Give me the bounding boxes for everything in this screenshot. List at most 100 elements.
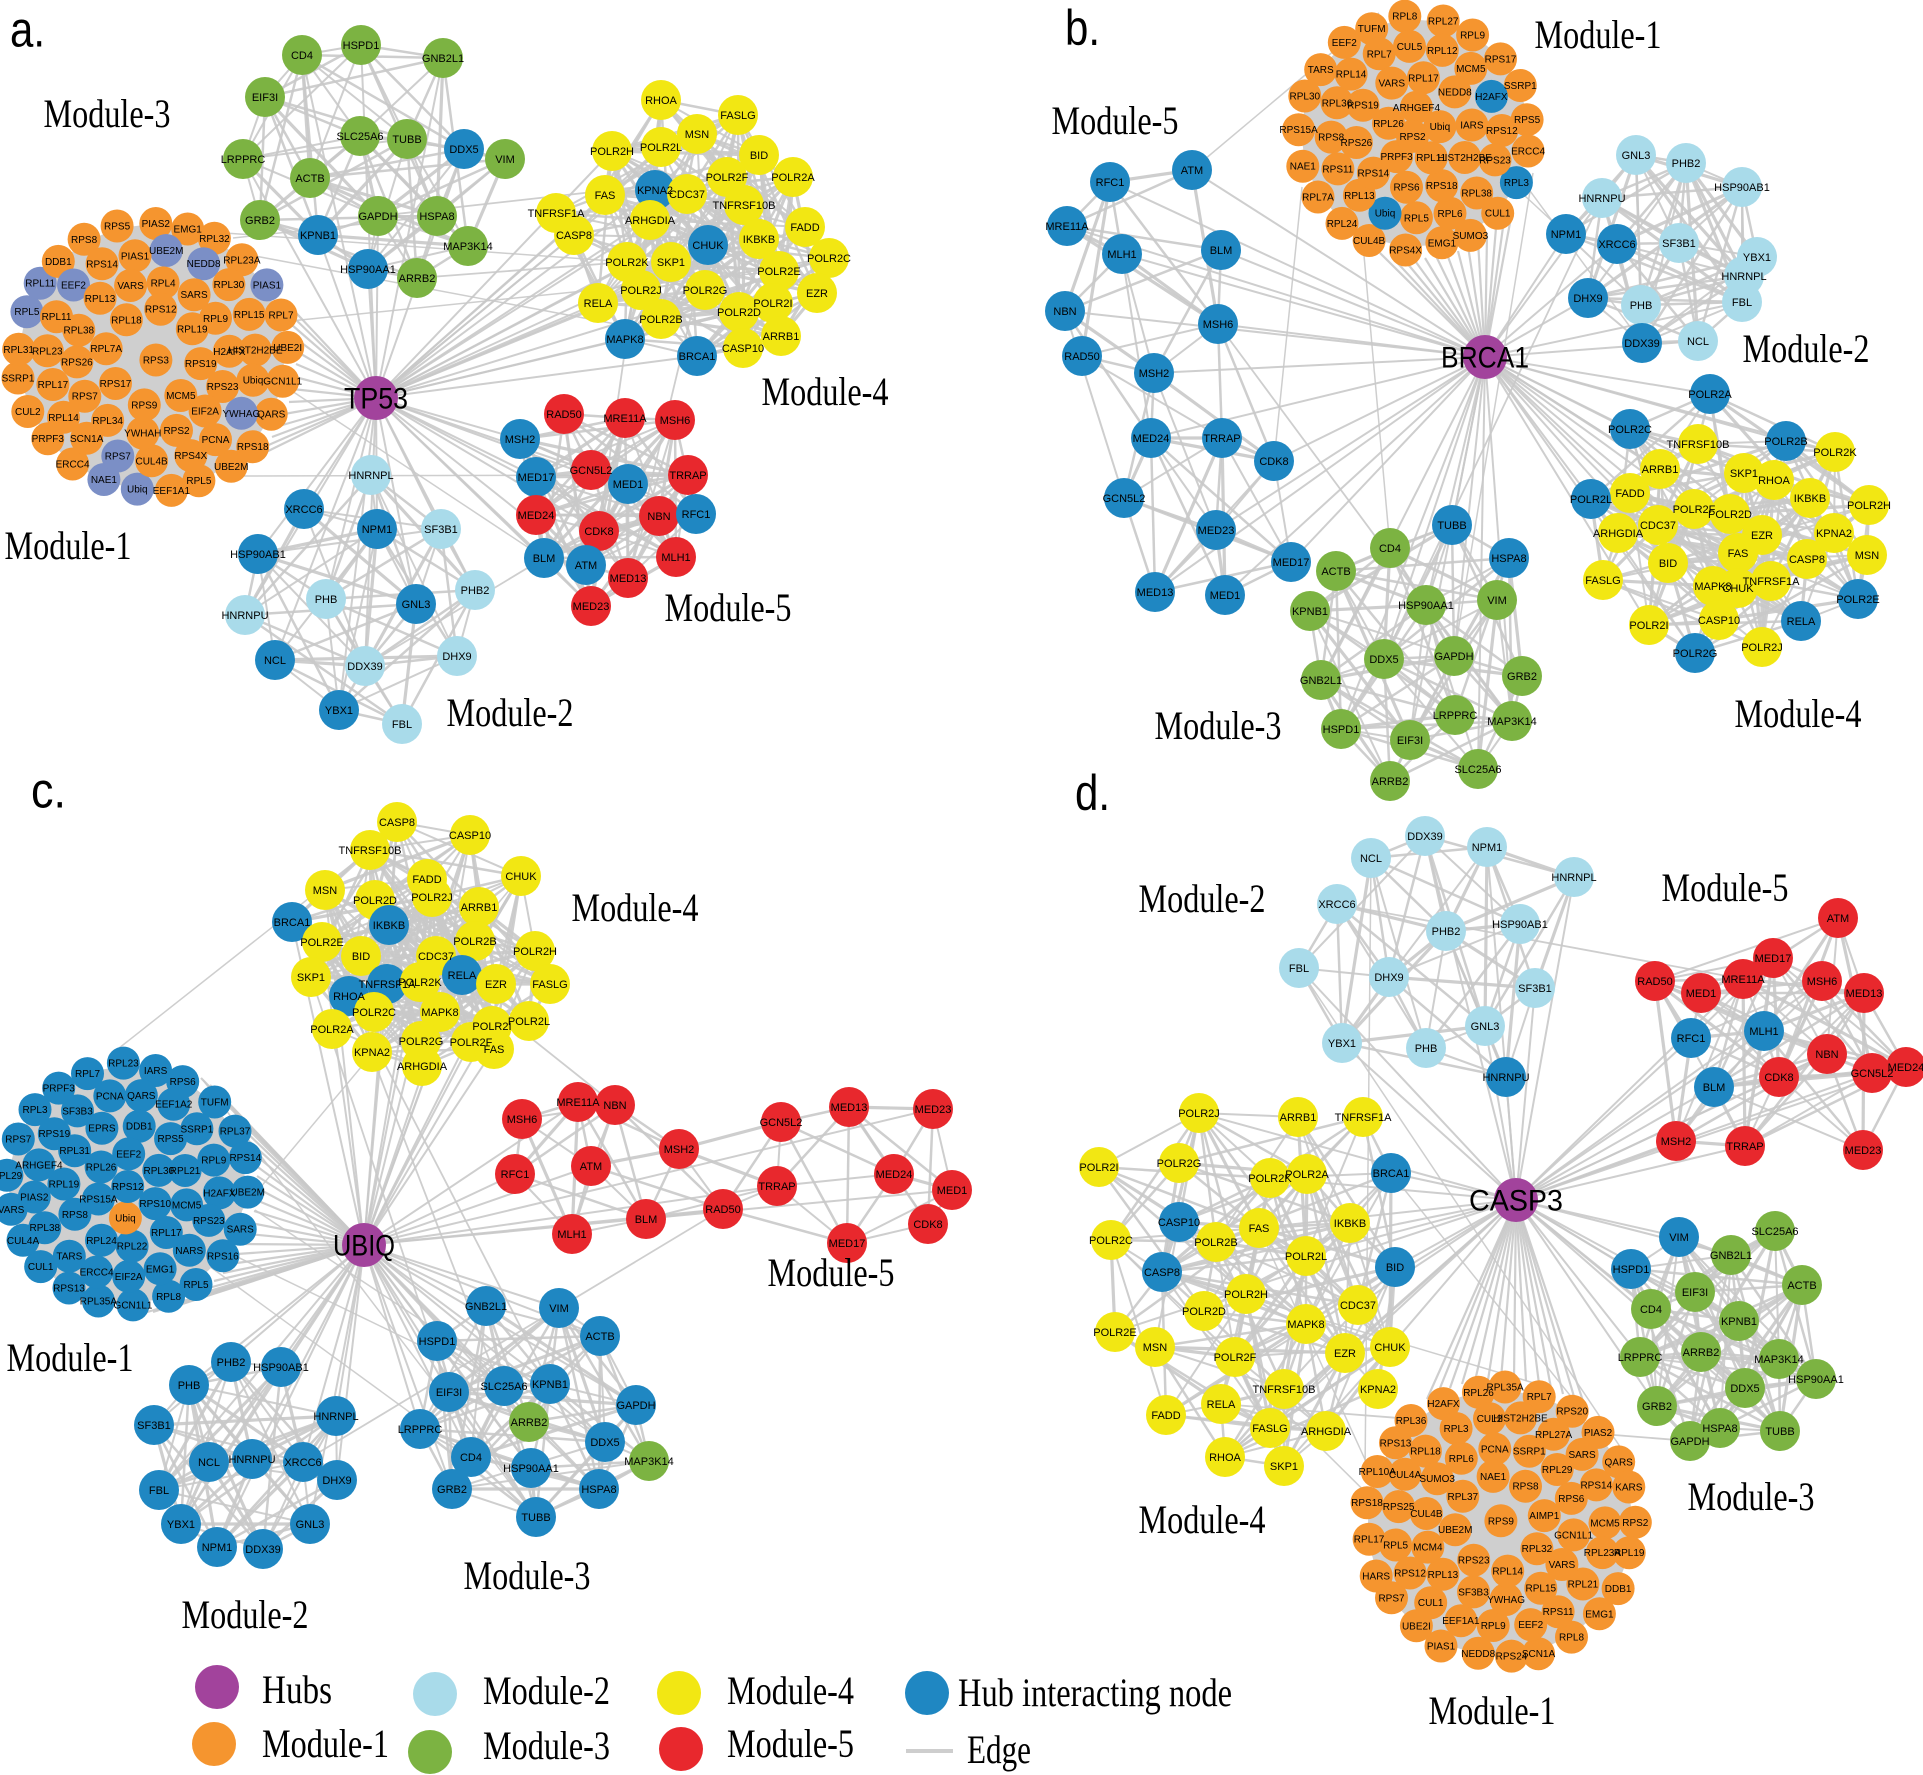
svg-text:CUL2: CUL2 <box>15 407 41 418</box>
svg-text:RPL30: RPL30 <box>214 280 245 291</box>
svg-text:LRPPRC: LRPPRC <box>398 1424 443 1436</box>
svg-text:GCN5L2: GCN5L2 <box>1103 493 1146 505</box>
svg-text:TUBB: TUBB <box>392 134 421 146</box>
svg-text:RPL8: RPL8 <box>1559 1633 1584 1644</box>
svg-text:POLR2E: POLR2E <box>1836 594 1879 606</box>
svg-text:MED24: MED24 <box>518 510 555 522</box>
svg-text:EEF2: EEF2 <box>1332 38 1357 49</box>
svg-text:POLR2D: POLR2D <box>353 895 397 907</box>
svg-text:MCM4: MCM4 <box>1413 1543 1443 1554</box>
svg-text:CUL1: CUL1 <box>1485 209 1511 220</box>
svg-text:TNFRSF10B: TNFRSF10B <box>1253 1384 1316 1396</box>
svg-text:KPNB1: KPNB1 <box>1292 606 1328 618</box>
svg-text:YWHAH: YWHAH <box>124 429 161 440</box>
svg-text:IKBKB: IKBKB <box>1334 1218 1366 1230</box>
svg-text:MCM5: MCM5 <box>166 391 196 402</box>
svg-text:NAE1: NAE1 <box>91 475 118 486</box>
svg-text:RPS23: RPS23 <box>207 382 239 393</box>
svg-text:HSPD1: HSPD1 <box>1613 1264 1650 1276</box>
svg-text:RPL31: RPL31 <box>3 345 34 356</box>
svg-text:ARRB2: ARRB2 <box>1683 1347 1720 1359</box>
svg-text:MED23: MED23 <box>573 601 610 613</box>
svg-text:d.: d. <box>1075 765 1110 821</box>
svg-text:PHB: PHB <box>178 1380 201 1392</box>
svg-text:MSN: MSN <box>685 129 710 141</box>
svg-text:MED23: MED23 <box>1198 525 1235 537</box>
svg-text:NCL: NCL <box>264 655 286 667</box>
svg-text:HSP90AB1: HSP90AB1 <box>1714 182 1770 194</box>
svg-text:GNL3: GNL3 <box>1622 150 1651 162</box>
svg-text:RPS3: RPS3 <box>143 356 170 367</box>
svg-text:TNFRSF10B: TNFRSF10B <box>713 200 776 212</box>
svg-text:HSPD1: HSPD1 <box>419 1336 456 1348</box>
svg-text:SUMO3: SUMO3 <box>1419 1474 1455 1485</box>
svg-text:KARS: KARS <box>1615 1483 1643 1494</box>
svg-text:YBX1: YBX1 <box>325 705 353 717</box>
svg-text:Module-2: Module-2 <box>182 1592 309 1637</box>
svg-text:Module-4: Module-4 <box>727 1668 854 1713</box>
svg-text:MED24: MED24 <box>876 1169 913 1181</box>
svg-text:MSH6: MSH6 <box>507 1114 538 1126</box>
svg-text:LRPPRC: LRPPRC <box>1618 1352 1663 1364</box>
svg-text:TUBB: TUBB <box>521 1512 550 1524</box>
svg-text:CDK8: CDK8 <box>1764 1072 1793 1084</box>
svg-text:HSPD1: HSPD1 <box>1323 724 1360 736</box>
svg-text:MSN: MSN <box>1143 1342 1168 1354</box>
svg-text:POLR2C: POLR2C <box>1089 1235 1133 1247</box>
svg-text:GRB2: GRB2 <box>1507 671 1537 683</box>
svg-text:MED13: MED13 <box>831 1102 868 1114</box>
svg-text:RPL9: RPL9 <box>201 1156 226 1167</box>
svg-text:PCNA: PCNA <box>202 435 230 446</box>
svg-text:CDC37: CDC37 <box>669 189 705 201</box>
svg-text:ATM: ATM <box>580 1161 602 1173</box>
svg-text:ARRB1: ARRB1 <box>461 902 498 914</box>
svg-text:TNFRSF1A: TNFRSF1A <box>359 979 417 991</box>
svg-text:RPL22: RPL22 <box>117 1242 148 1253</box>
svg-text:RPS17: RPS17 <box>100 379 132 390</box>
svg-text:CHUK: CHUK <box>692 240 724 252</box>
svg-text:DDB1: DDB1 <box>1605 1584 1632 1595</box>
svg-text:RPS12: RPS12 <box>112 1182 144 1193</box>
svg-text:RPS20: RPS20 <box>1556 1407 1588 1418</box>
svg-text:EMG1: EMG1 <box>146 1264 175 1275</box>
svg-text:Module-4: Module-4 <box>1735 691 1862 736</box>
svg-text:POLR2E: POLR2E <box>300 937 343 949</box>
svg-text:MED23: MED23 <box>915 1104 952 1116</box>
svg-text:TNFRSF1A: TNFRSF1A <box>1743 576 1801 588</box>
svg-text:RPS18: RPS18 <box>1351 1498 1383 1509</box>
svg-text:NAE1: NAE1 <box>1290 162 1317 173</box>
svg-text:YWHAG: YWHAG <box>223 409 261 420</box>
svg-text:Ubiq: Ubiq <box>243 376 264 387</box>
svg-text:TRRAP: TRRAP <box>1203 433 1240 445</box>
svg-text:CASP8: CASP8 <box>379 817 415 829</box>
svg-text:NBN: NBN <box>647 511 670 523</box>
svg-text:RPL34: RPL34 <box>92 416 123 427</box>
svg-text:RPL13: RPL13 <box>1428 1570 1459 1581</box>
svg-text:MCM5: MCM5 <box>1456 64 1486 75</box>
svg-text:SLC25A6: SLC25A6 <box>1751 1226 1798 1238</box>
svg-text:BRCA1: BRCA1 <box>274 917 311 929</box>
svg-text:DHX9: DHX9 <box>1573 293 1602 305</box>
svg-text:RPL4: RPL4 <box>151 278 176 289</box>
svg-text:MLH1: MLH1 <box>1749 1026 1778 1038</box>
svg-text:PHB2: PHB2 <box>1672 158 1701 170</box>
svg-text:TNFRSF10B: TNFRSF10B <box>339 845 402 857</box>
svg-text:NPM1: NPM1 <box>1472 842 1503 854</box>
svg-text:GCN5L2: GCN5L2 <box>570 465 613 477</box>
svg-text:ATM: ATM <box>1181 165 1203 177</box>
svg-text:GAPDH: GAPDH <box>616 1400 655 1412</box>
svg-text:PHB: PHB <box>315 594 338 606</box>
svg-text:CUL5: CUL5 <box>1397 42 1423 53</box>
svg-text:EMG1: EMG1 <box>174 225 203 236</box>
svg-text:MED23: MED23 <box>1845 1145 1882 1157</box>
svg-text:RPL7A: RPL7A <box>1302 193 1334 204</box>
svg-text:EZR: EZR <box>806 288 828 300</box>
svg-text:NPM1: NPM1 <box>202 1542 233 1554</box>
svg-text:TRRAP: TRRAP <box>758 1181 795 1193</box>
svg-text:ARHGDIA: ARHGDIA <box>1593 528 1644 540</box>
svg-text:GCN5L2: GCN5L2 <box>760 1117 803 1129</box>
svg-text:DDX5: DDX5 <box>449 144 478 156</box>
svg-text:CD4: CD4 <box>1379 543 1401 555</box>
svg-text:FADD: FADD <box>790 222 819 234</box>
svg-text:EIF3I: EIF3I <box>1682 1287 1708 1299</box>
